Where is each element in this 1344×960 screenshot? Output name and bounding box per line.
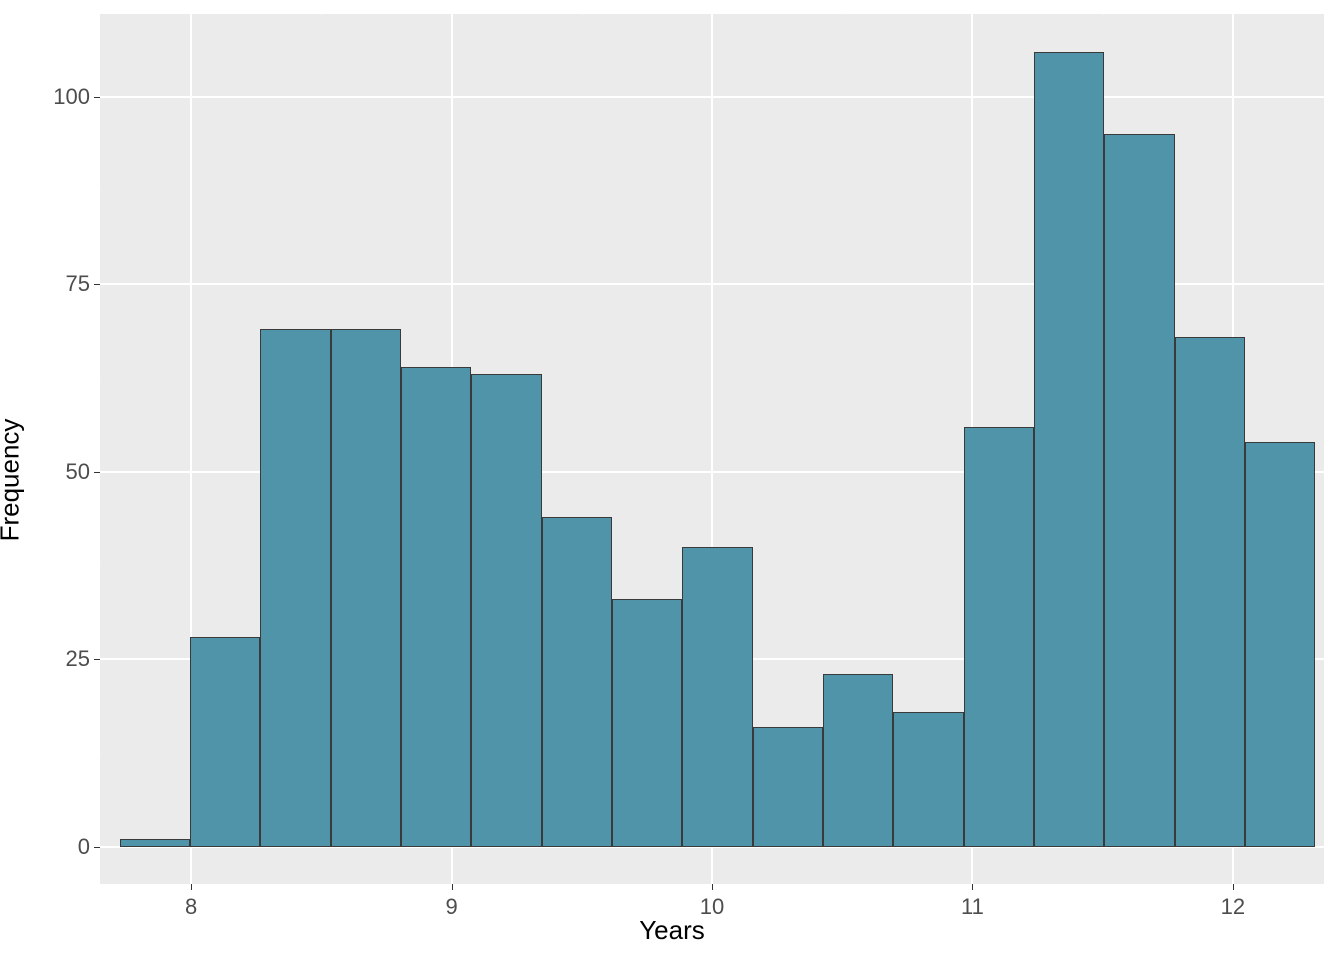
y-tick-mark [94,847,100,848]
histogram-bar [190,637,260,847]
y-tick-mark [94,472,100,473]
y-axis-title: Frequency [0,419,26,542]
histogram-bar [753,727,823,847]
histogram-bar [331,329,401,847]
grid-minor-h [100,378,101,379]
grid-minor-h [100,753,101,754]
y-tick-label: 100 [53,84,100,110]
grid-minor-h [100,190,101,191]
histogram-bar [1245,442,1315,847]
x-tick-mark [712,884,713,890]
histogram-bar [1104,134,1174,847]
histogram-bar [1034,52,1104,847]
x-tick-mark [972,884,973,890]
grid-minor-v [842,14,843,15]
histogram-bar [1175,337,1245,847]
histogram-bar [612,599,682,847]
x-tick-mark [1233,884,1234,890]
histogram-bar [682,547,752,847]
x-tick-mark [191,884,192,890]
grid-minor-h [100,565,101,566]
histogram-bar [542,517,612,847]
grid-minor-v [321,14,322,15]
x-tick-mark [452,884,453,890]
x-axis-title: Years [639,915,705,946]
histogram-bar [401,367,471,847]
grid-minor-v [1103,14,1104,15]
histogram-bar [120,839,190,847]
histogram-bar [260,329,330,847]
plot-panel: 025507510089101112 [100,14,1324,884]
histogram-bar [823,674,893,847]
histogram-bar [893,712,963,847]
y-tick-mark [94,97,100,98]
histogram-chart: Frequency Years 025507510089101112 [0,0,1344,960]
histogram-bar [471,374,541,847]
grid-minor-v [582,14,583,15]
y-tick-mark [94,284,100,285]
histogram-bar [964,427,1034,847]
y-tick-mark [94,659,100,660]
